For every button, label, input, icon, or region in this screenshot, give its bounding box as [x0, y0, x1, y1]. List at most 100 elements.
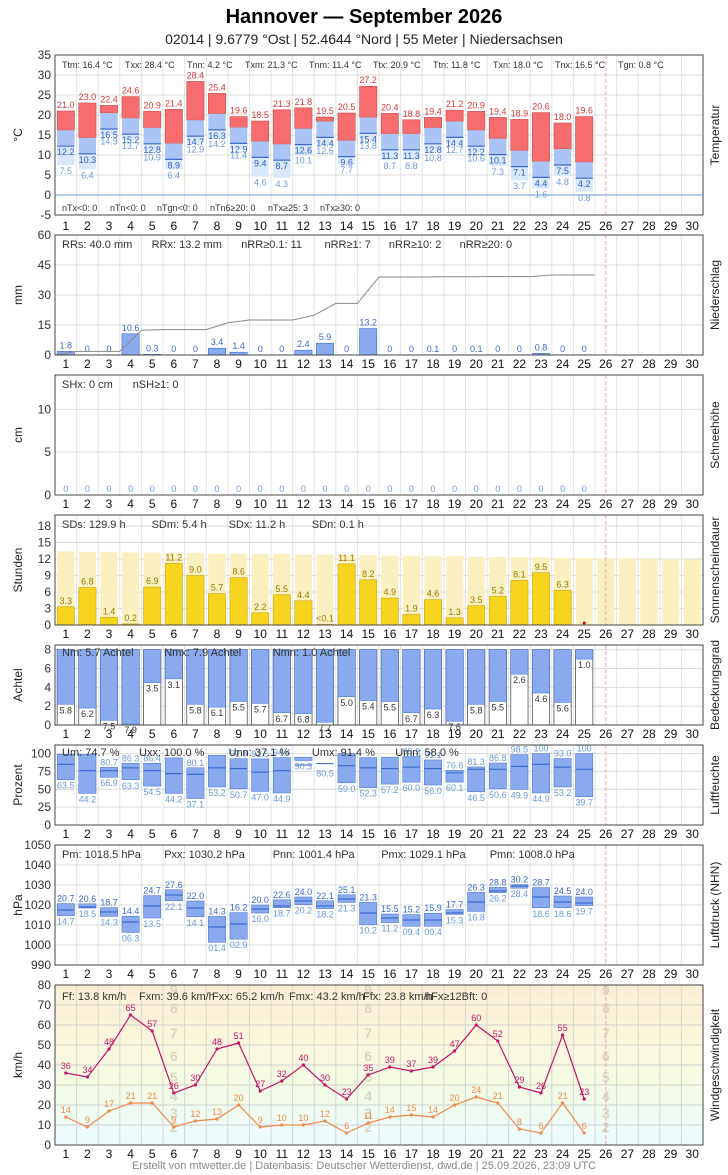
x-tick-label: 18 [426, 967, 440, 981]
wind-avg-label: 12 [320, 1109, 330, 1119]
tmin-label: 12.9 [187, 144, 205, 154]
humidity-bar [553, 758, 572, 788]
x-tick-label: 4 [127, 497, 134, 511]
tmax-bar [164, 109, 183, 144]
rain-bar [359, 328, 378, 356]
tmax-bar [100, 105, 118, 114]
wind-max-point [453, 1049, 457, 1053]
stat-label: Pm: 1018.5 hPa [62, 849, 142, 861]
x-tick-label: 30 [686, 497, 700, 511]
x-tick-label: 28 [642, 1147, 656, 1161]
y-tick-label: 10 [38, 148, 52, 162]
wind-max-point [172, 1091, 176, 1095]
pressure-min-label: 16.0 [251, 914, 269, 924]
sun-possible-bar [251, 554, 269, 625]
wind-avg-label: 14 [61, 1105, 71, 1115]
wind-avg-point [474, 1095, 478, 1099]
x-tick-label: 16 [383, 497, 397, 511]
x-tick-label: 16 [383, 627, 397, 641]
humidity-min-label: 44.9 [273, 794, 291, 804]
beaufort-label: 2 [364, 1119, 372, 1135]
panel-precipitation: 1.8 0 0 10.6 0.3 0 0 3.4 1.4 0 0 2.4 5.9 0 13.2 0 0 0.1 0 0… [11, 228, 722, 371]
wind-avg-point [561, 1101, 565, 1105]
x-tick-label: 3 [106, 967, 113, 981]
snow-label: 0 [344, 484, 349, 494]
beaufort-label: 4 [170, 1088, 178, 1104]
tmean-bar [186, 120, 205, 137]
humidity-max-label: 76.6 [446, 760, 464, 770]
x-tick-label: 14 [340, 357, 354, 371]
x-tick-label: 1 [62, 827, 69, 841]
sun-bar [467, 605, 486, 626]
snow-label: 0 [171, 484, 176, 494]
wind-avg-point [129, 1101, 133, 1105]
rain-bar [208, 347, 226, 356]
sun-label: 9.5 [535, 562, 548, 572]
tmax-bar [402, 119, 421, 135]
rain-label: 0 [106, 344, 111, 354]
x-tick-label: 27 [621, 627, 635, 641]
tmean-bar [467, 130, 485, 147]
tmin-bar [186, 136, 205, 144]
cloud-label: 3.5 [146, 684, 159, 694]
stat-label: nSH≥1: 0 [133, 379, 179, 391]
tmin-bar [553, 165, 572, 176]
stat-label: Ff: 13.8 km/h [62, 991, 126, 1003]
sun-label: <0.1 [316, 613, 334, 623]
x-tick-label: 21 [491, 357, 505, 371]
x-tick-label: 17 [405, 219, 419, 233]
wind-avg-point [193, 1119, 197, 1123]
wind-max-label: 32 [277, 1069, 287, 1079]
tmax-bar [510, 119, 529, 151]
tmin-label: 7.3 [492, 167, 505, 177]
beaufort-label: 9 [602, 982, 610, 998]
humidity-min-label: 57.2 [381, 785, 399, 795]
panel-snow: 0 0 0 0 0 0 0 0 0 0 0 0 0 0 0 0 0 0 0 0 0 0 0 0 0 SHx: 0 cm nSH≥1:… [11, 374, 722, 511]
humidity-min-label: 53.2 [554, 788, 572, 798]
wind-avg-point [172, 1125, 176, 1129]
wind-avg-label: 21 [558, 1091, 568, 1101]
tmax-label: 20.6 [532, 102, 550, 112]
y-tick-label: 3 [44, 602, 51, 616]
humidity-min-label: 47.0 [251, 792, 269, 802]
sun-bar [402, 614, 421, 626]
y-tick-label: 5 [44, 168, 51, 182]
wind-max-label: 34 [82, 1065, 92, 1075]
x-tick-label: 7 [192, 967, 199, 981]
tmin-label: 1.6 [535, 190, 548, 200]
sun-label: 4.6 [427, 589, 440, 599]
x-tick-label: 2 [84, 357, 91, 371]
sun-label: 8.6 [232, 567, 245, 577]
snow-label: 0 [560, 484, 565, 494]
sun-label: 1.3 [448, 607, 461, 617]
pressure-max-label: 25.1 [338, 885, 356, 895]
sun-possible-bar [683, 559, 701, 625]
y-tick-label: 25 [38, 800, 52, 814]
tmax-label: 20.9 [467, 100, 485, 110]
cloud-bar [467, 649, 486, 705]
sun-label: 5.2 [492, 585, 505, 595]
x-tick-label: 19 [448, 967, 462, 981]
y-tick-label: 5 [44, 445, 51, 459]
tmax-bar [359, 85, 378, 118]
y-tick-label: 4 [44, 680, 51, 694]
rain-bar [121, 333, 140, 356]
x-tick-label: 7 [192, 357, 199, 371]
humidity-min-label: 37.1 [187, 800, 205, 810]
tmax-bar [56, 110, 75, 131]
wind-avg-point [366, 1121, 370, 1125]
x-tick-label: 2 [84, 219, 91, 233]
stat-label: nTgn<0: 0 [157, 203, 198, 213]
tmax-label: 19.4 [424, 106, 442, 116]
y-tick-label: 0 [44, 488, 51, 502]
pressure-max-label: 22.1 [316, 891, 334, 901]
x-tick-label: 7 [192, 219, 199, 233]
x-tick-label: 17 [405, 967, 419, 981]
pressure-bar [445, 909, 464, 915]
wind-max-point [280, 1079, 284, 1083]
humidity-bar [337, 753, 356, 784]
x-tick-label: 4 [127, 627, 134, 641]
wind-max-point [409, 1069, 413, 1073]
snow-label: 0 [214, 484, 219, 494]
cloud-label: 6.8 [297, 715, 310, 725]
